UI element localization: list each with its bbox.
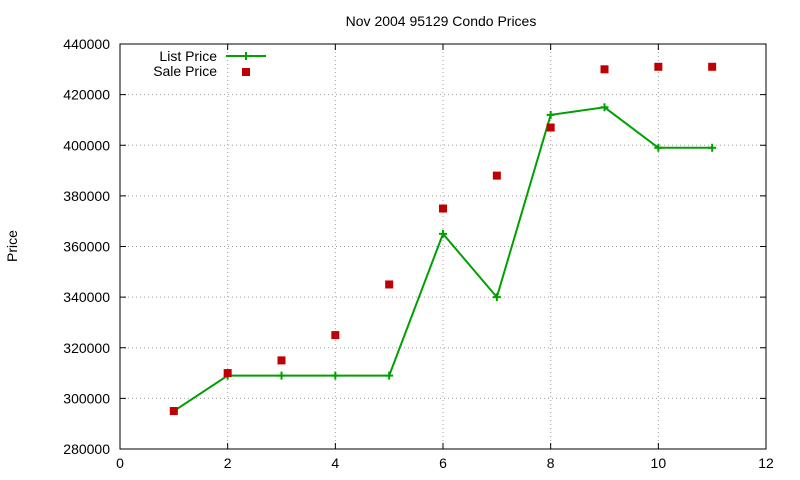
list-price-point: [600, 103, 609, 112]
sale-price-point: [169, 407, 178, 416]
y-tick-label: 360000: [63, 239, 110, 255]
list-price-point: [546, 110, 555, 119]
sale-price-point: [385, 280, 394, 289]
sale-price-point: [439, 204, 447, 213]
sale-price-point: [546, 123, 555, 132]
tick-labels: 0 2 4 6 8 10 12 280000 300000 320000 340000 360000 3…: [63, 36, 774, 471]
sale-price-point: [277, 356, 286, 365]
legend-label-list-price: List Price: [159, 48, 217, 64]
x-tick-label: 12: [758, 455, 774, 471]
legend-item-sale-price: Sale Price: [153, 63, 250, 79]
list-price-point: [331, 371, 340, 380]
series-layer: [169, 62, 717, 416]
legend-swatch-sale-price: [242, 68, 250, 76]
sale-price-point: [600, 65, 609, 74]
legend-label-sale-price: Sale Price: [153, 63, 217, 79]
grid: [120, 44, 766, 449]
y-tick-label: 380000: [63, 188, 110, 204]
x-tick-label: 4: [331, 455, 339, 471]
y-tick-label: 300000: [63, 390, 110, 406]
sale-price-point: [331, 331, 340, 340]
x-tick-label: 8: [547, 455, 555, 471]
x-tick-label: 6: [439, 455, 447, 471]
list-price-point: [439, 229, 447, 238]
y-tick-label: 440000: [63, 36, 110, 52]
list-price-point: [708, 143, 717, 152]
sale-price-point: [654, 62, 663, 71]
sale-price-point: [223, 369, 232, 378]
sale-price-point: [708, 62, 717, 71]
x-tick-label: 0: [116, 455, 124, 471]
x-tick-label: 10: [651, 455, 667, 471]
y-tick-label: 320000: [63, 340, 110, 356]
y-axis-label: Price: [4, 230, 20, 262]
chart-title: Nov 2004 95129 Condo Prices: [346, 13, 537, 29]
y-tick-label: 420000: [63, 87, 110, 103]
list-price-point: [277, 371, 286, 380]
plot-frame: [119, 43, 767, 450]
x-tick-label: 2: [224, 455, 232, 471]
sale-price-point: [492, 171, 501, 180]
y-tick-label: 280000: [63, 441, 110, 457]
list-price-point: [385, 371, 394, 380]
list-price-point: [492, 293, 501, 302]
y-tick-label: 340000: [63, 289, 110, 305]
list-price-point: [654, 143, 663, 152]
y-tick-label: 400000: [63, 137, 110, 153]
legend-item-list-price: List Price: [159, 48, 266, 64]
